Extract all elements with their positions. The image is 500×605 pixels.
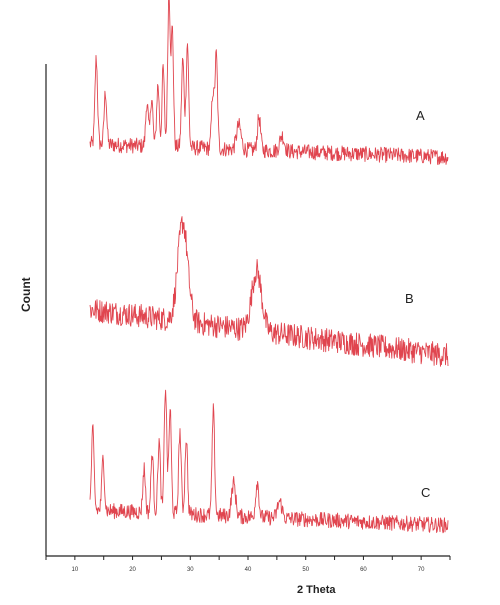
x-tick-label: 50 xyxy=(302,567,309,573)
x-tick-label: 10 xyxy=(72,567,79,573)
x-tick-label: 60 xyxy=(360,567,367,573)
x-axis-label: 2 Theta xyxy=(297,584,336,596)
series-label-a: A xyxy=(416,108,425,123)
x-tick-label: 20 xyxy=(129,567,136,573)
x-tick-label: 40 xyxy=(245,567,252,573)
series-label-c: C xyxy=(421,485,430,500)
diffraction-traces xyxy=(89,0,449,534)
trace-c xyxy=(89,389,449,534)
x-axis-ticks: 10 20 30 40 50 60 70 xyxy=(45,556,451,573)
x-tick-label: 70 xyxy=(418,567,425,573)
x-tick-label: 30 xyxy=(187,567,194,573)
trace-a xyxy=(89,0,449,165)
series-label-b: B xyxy=(405,291,414,306)
trace-b xyxy=(89,216,449,367)
y-axis-label: Count xyxy=(19,277,33,312)
